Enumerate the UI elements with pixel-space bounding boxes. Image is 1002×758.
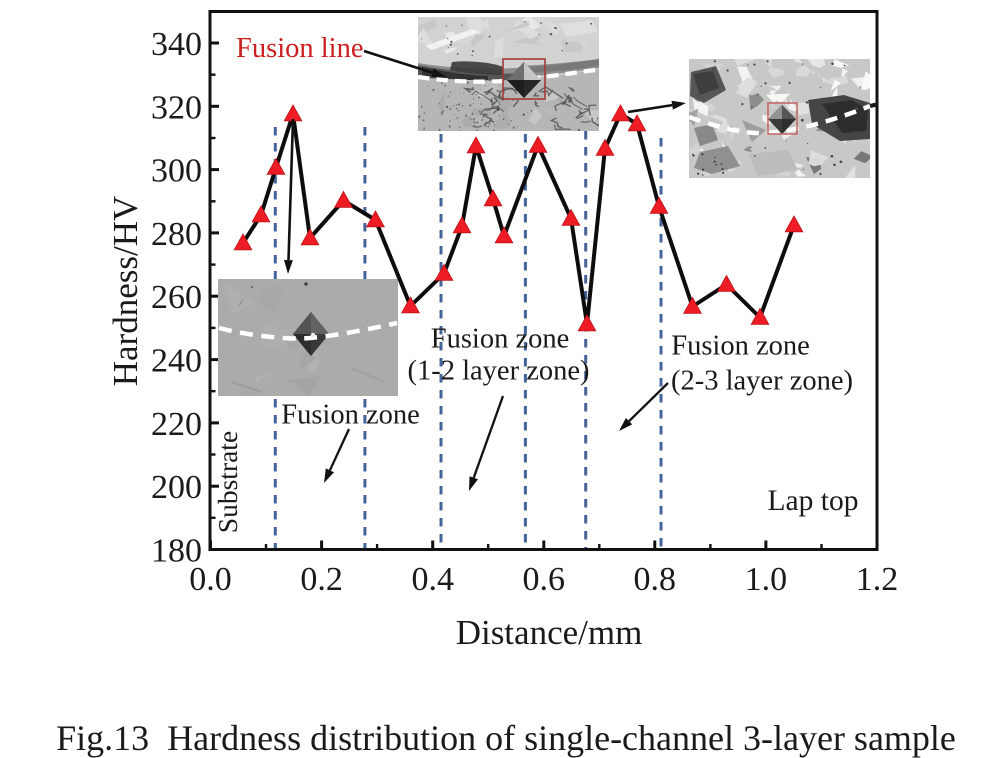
svg-text:340: 340	[151, 26, 202, 63]
svg-text:320: 320	[151, 89, 202, 126]
svg-text:300: 300	[151, 153, 202, 190]
svg-text:200: 200	[151, 469, 202, 506]
svg-text:Fusion zone: Fusion zone	[671, 331, 810, 362]
svg-text:Substrate: Substrate	[212, 431, 243, 533]
svg-text:0.8: 0.8	[634, 561, 677, 598]
svg-text:1.0: 1.0	[745, 561, 788, 598]
svg-text:1.2: 1.2	[856, 561, 899, 598]
svg-text:0.6: 0.6	[523, 561, 566, 598]
svg-text:Fusion zone: Fusion zone	[431, 324, 570, 355]
svg-text:180: 180	[151, 533, 202, 570]
svg-text:(1-2 layer zone): (1-2 layer zone)	[408, 356, 590, 387]
svg-text:0.0: 0.0	[189, 561, 232, 598]
svg-text:280: 280	[151, 216, 202, 253]
svg-text:(2-3 layer zone): (2-3 layer zone)	[671, 366, 853, 397]
svg-text:0.2: 0.2	[300, 561, 343, 598]
svg-text:Fig.13 Hardness distribution: Fig.13 Hardness distribution of single-c…	[56, 718, 956, 758]
svg-text:Hardness/HV: Hardness/HV	[106, 196, 145, 387]
svg-text:260: 260	[151, 279, 202, 316]
svg-text:Lap top: Lap top	[768, 485, 859, 517]
svg-text:240: 240	[151, 343, 202, 380]
svg-text:Distance/mm: Distance/mm	[456, 613, 643, 652]
svg-text:0.4: 0.4	[411, 561, 454, 598]
svg-text:Fusion zone: Fusion zone	[281, 400, 420, 431]
svg-text:Fusion line: Fusion line	[236, 33, 363, 64]
svg-text:220: 220	[151, 406, 202, 443]
